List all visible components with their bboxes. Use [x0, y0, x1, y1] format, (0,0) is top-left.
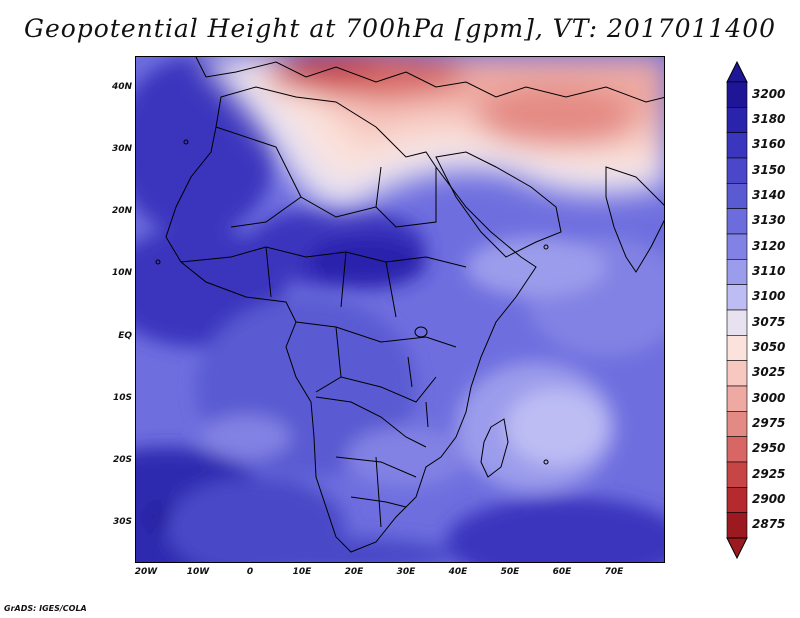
colorbar-label: 3050	[752, 340, 786, 354]
lon-label-10w: 10W	[186, 567, 210, 577]
lake-tanganyika	[407, 356, 413, 388]
colorbar-label: 3100	[752, 289, 786, 304]
colorbar-label: 2975	[752, 416, 786, 430]
colorbar-label: 3160	[752, 137, 786, 152]
arabia-coastline	[435, 151, 562, 258]
colorbar-swatch	[726, 436, 748, 463]
contour-sahel-core	[306, 236, 426, 288]
colorbar-swatch	[726, 461, 748, 488]
borders-south	[315, 396, 427, 528]
colorbar-swatch	[726, 487, 748, 513]
colorbar-swatch	[726, 284, 748, 311]
colorbar-label: 3025	[752, 365, 786, 380]
socotra	[543, 244, 549, 250]
colorbar-swatch	[726, 157, 748, 184]
india-coastline	[605, 166, 664, 273]
cape-verde	[155, 259, 161, 265]
contour-south-atlantic	[166, 477, 346, 562]
credit-text: GrADS: IGES/COLA	[4, 604, 87, 613]
europe-coastline	[195, 57, 664, 103]
colorbar-swatch	[726, 309, 748, 336]
lon-label-60e: 60E	[552, 567, 572, 577]
colorbar-swatch	[726, 183, 748, 209]
lon-label-30e: 30E	[396, 567, 416, 577]
colorbar-label: 2900	[752, 492, 786, 506]
colorbar-label: 3140	[752, 188, 786, 202]
mauritius	[543, 459, 549, 465]
chart-title: Geopotential Height at 700hPa [gpm], VT:…	[23, 14, 777, 43]
height-field	[136, 57, 664, 562]
colorbar-label: 3075	[752, 314, 786, 329]
lake-malawi	[425, 401, 429, 428]
lon-label-20w: 20W	[134, 567, 158, 577]
contour-southern-africa	[346, 427, 466, 487]
map-plot-area	[135, 56, 665, 563]
lat-label-eq: EQ	[118, 331, 132, 341]
contour-indian-high-core	[506, 389, 606, 465]
colorbar-swatch	[726, 360, 748, 387]
geopotential-map	[136, 57, 664, 562]
colorbar-swatch	[726, 335, 748, 361]
colorbar-label: 3180	[752, 112, 786, 126]
lon-label-10e: 10E	[292, 567, 312, 577]
colorbar-label: 2925	[752, 466, 786, 481]
lon-label-70e: 70E	[604, 567, 624, 577]
lat-label-40n: 40N	[111, 82, 132, 92]
colorbar-label: 3130	[752, 213, 786, 228]
colorbar-label: 3120	[752, 238, 786, 253]
colorbar-label: 2875	[752, 517, 786, 532]
lat-label-10s: 10S	[112, 393, 132, 403]
colorbar-bottom-arrow	[726, 537, 748, 560]
lon-label-50e: 50E	[500, 567, 520, 577]
coastlines	[155, 57, 664, 553]
colorbar-swatch	[726, 107, 748, 133]
madagascar-coastline	[480, 418, 509, 478]
colorbar-label: 3000	[752, 390, 786, 405]
borders-central	[295, 321, 457, 403]
contour-atlantic-high	[201, 415, 291, 459]
colorbar-swatch	[726, 259, 748, 285]
lat-label-20n: 20N	[111, 206, 132, 216]
colorbar-label: 3200	[752, 86, 786, 101]
colorbar-swatch	[726, 512, 748, 539]
colorbar-label: 3150	[752, 162, 786, 177]
lake-victoria	[414, 326, 428, 338]
colorbar-swatch	[726, 411, 748, 437]
colorbar-swatch	[726, 208, 748, 235]
colorbar-label: 2950	[752, 441, 786, 456]
lon-label-40e: 40E	[448, 567, 468, 577]
borders-sahel	[180, 246, 467, 318]
colorbar-swatch	[726, 385, 748, 412]
lat-label-20s: 20S	[112, 455, 132, 465]
colorbar-swatch	[726, 81, 748, 108]
colorbar	[726, 60, 748, 560]
lon-label-20e: 20E	[344, 567, 364, 577]
lon-label-0: 0	[246, 567, 254, 577]
lat-label-30s: 30S	[112, 517, 132, 527]
borders-north-africa	[215, 126, 437, 228]
canary-islands	[183, 139, 189, 145]
contour-se-trough	[446, 497, 664, 562]
lat-label-10n: 10N	[111, 268, 132, 278]
colorbar-swatch	[726, 233, 748, 260]
colorbar-swatch	[726, 132, 748, 159]
lat-label-30n: 30N	[111, 144, 132, 154]
contour-iran-low	[476, 87, 636, 147]
colorbar-top-arrow	[726, 60, 748, 83]
colorbar-label: 3110	[752, 264, 786, 278]
